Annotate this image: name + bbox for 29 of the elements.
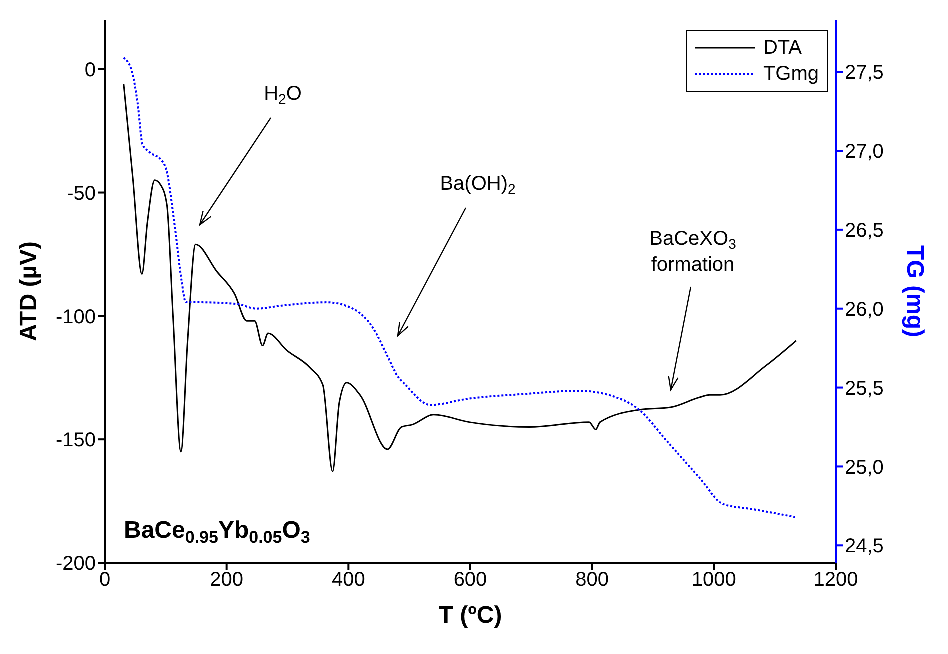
line-series [123, 83, 798, 472]
y2-tick-label: 27,0 [845, 141, 884, 164]
annotation: Ba(OH)$_{2}$ [440, 173, 516, 198]
legend-label: TGmg [763, 62, 819, 87]
x-tick-label: 1200 [814, 569, 858, 592]
x-tick-label: 200 [210, 569, 244, 592]
x-tick-label: 800 [576, 569, 610, 592]
y-tick-label: -200 [56, 553, 96, 576]
y2-axis-title: TG (mg) [901, 246, 928, 338]
y-tick-label: -100 [56, 306, 96, 328]
annotation: H$_{2}$O [264, 83, 302, 108]
y2-tick-label: 25,5 [845, 378, 884, 400]
x-tick-label: 400 [332, 569, 366, 592]
y2-tick-label: 24,5 [845, 536, 884, 558]
y2-tick-label: 26,0 [845, 298, 884, 321]
y-tick-label: -50 [67, 182, 96, 205]
y-tick-label: 0 [84, 59, 96, 82]
legend-label: DTA [763, 36, 802, 61]
y2-tick-label: 26,5 [845, 220, 884, 242]
y2-tick-label: 27,5 [845, 62, 884, 84]
x-tick-label: 600 [454, 569, 488, 592]
annotation: BaCeXO$_{3}$ formation [650, 228, 737, 276]
x-tick-label: 1000 [692, 569, 736, 592]
y2-tick-label: 25,0 [845, 456, 884, 479]
x-axis-title: T (ºC) [438, 602, 502, 629]
annotation: BaCe$_{0.95}$Yb$_{0.05}$O$_{3}$ [124, 517, 310, 548]
x-tick-label: 0 [99, 569, 111, 592]
y-axis-title: ATD (µV) [16, 241, 43, 342]
y-tick-label: -150 [56, 430, 96, 452]
